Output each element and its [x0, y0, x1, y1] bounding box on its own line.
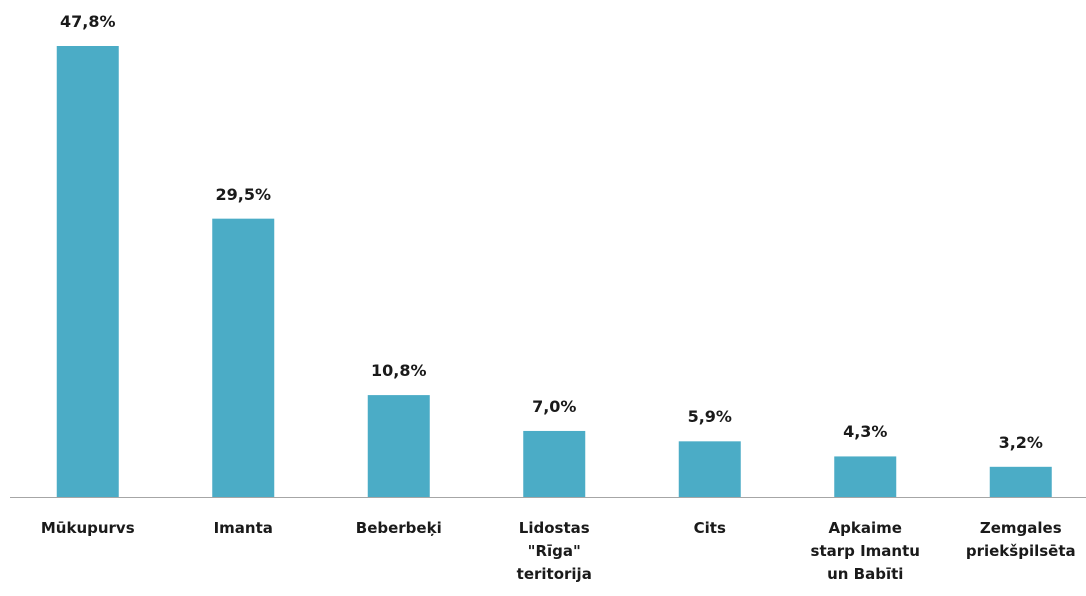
value-label: 7,0%: [532, 396, 577, 416]
value-label: 4,3%: [843, 422, 888, 442]
x-tick-label: Cits: [693, 519, 726, 537]
x-tick-label: Imanta: [213, 519, 273, 537]
value-label: 5,9%: [687, 407, 732, 427]
bar: [989, 466, 1052, 497]
x-tick-label: Lidostas "Rīga" teritorija: [516, 519, 592, 583]
bar: [523, 430, 586, 497]
bar: [834, 456, 897, 497]
bar: [56, 46, 119, 497]
value-label: 10,8%: [370, 361, 427, 381]
x-tick-label: Mūkupurvs: [40, 519, 135, 537]
value-label: 3,2%: [998, 432, 1043, 452]
bar: [678, 441, 741, 497]
x-tick-label: Apkaime starp Imantu un Babīti: [810, 519, 920, 583]
bar: [367, 395, 430, 497]
x-tick-label: Beberbeķi: [355, 519, 442, 537]
value-label: 47,8%: [59, 12, 116, 31]
x-tick-label: Zemgales priekšpilsēta: [965, 519, 1076, 560]
bar: [212, 218, 275, 497]
value-label: 29,5%: [215, 184, 271, 204]
